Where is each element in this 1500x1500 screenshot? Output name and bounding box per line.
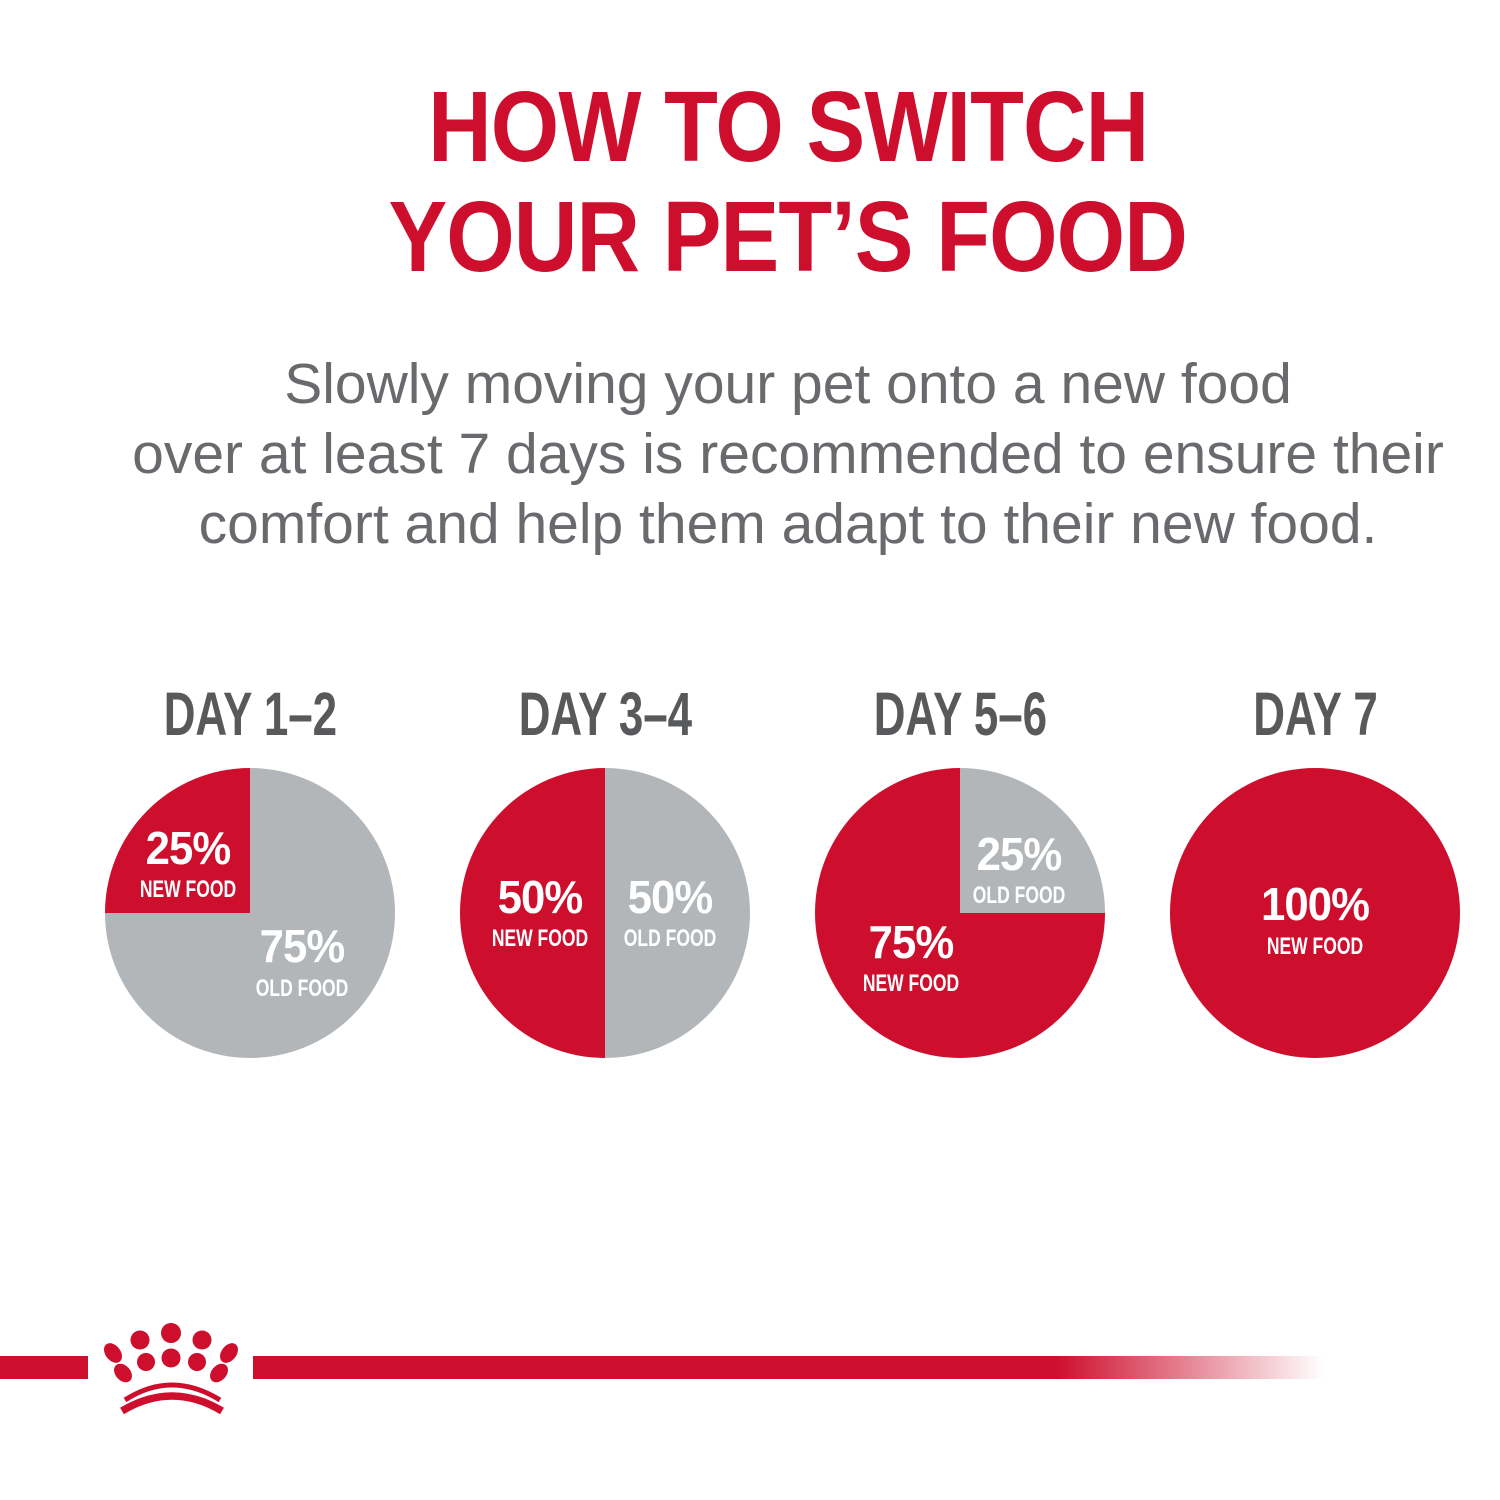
slice-label-new-food: 100% NEW FOOD	[1249, 880, 1381, 960]
day-label: DAY 1–2	[163, 680, 337, 748]
slice-label-new-food: 50% NEW FOOD	[474, 873, 606, 953]
slice-label-old-food: 50% OLD FOOD	[607, 873, 734, 953]
slice-label-new-food: 25% NEW FOOD	[122, 824, 254, 904]
slice-percent: 75%	[868, 916, 954, 969]
intro-line-3: comfort and help them adapt to their new…	[198, 492, 1378, 556]
slice-percent: 25%	[977, 827, 1063, 880]
pie-chart-day-7: 100% NEW FOOD	[1170, 768, 1460, 1058]
slice-food-type: NEW FOOD	[862, 970, 959, 998]
slice-food-type: OLD FOOD	[973, 881, 1066, 909]
slice-food-type: NEW FOOD	[1266, 932, 1364, 960]
slice-percent: 100%	[1261, 878, 1370, 931]
pie-column-day-1-2: DAY 1–2 25% NEW FOOD 75% OLD FOOD	[105, 682, 395, 1058]
day-label: DAY 3–4	[518, 680, 692, 748]
day-label: DAY 7	[1252, 680, 1378, 748]
pie-chart-day-5-6: 75% NEW FOOD 25% OLD FOOD	[815, 768, 1105, 1058]
slice-food-type: OLD FOOD	[624, 925, 717, 953]
red-bar-right-segment	[253, 1356, 1323, 1379]
slice-label-new-food: 75% NEW FOOD	[845, 918, 977, 998]
intro-line-1: Slowly moving your pet onto a new food	[284, 352, 1292, 416]
intro-text: Slowly moving your pet onto a new food o…	[76, 349, 1500, 559]
slice-percent: 75%	[259, 920, 346, 973]
pie-column-day-3-4: DAY 3–4 50% NEW FOOD 50% OLD FOOD	[460, 682, 750, 1058]
slice-percent: 25%	[145, 821, 231, 874]
slice-label-old-food: 25% OLD FOOD	[956, 827, 1083, 910]
slice-percent: 50%	[497, 871, 583, 924]
crown-paw-icon	[104, 1323, 238, 1415]
page-title: HOW TO SWITCH YOUR PET’S FOOD	[76, 72, 1500, 292]
day-label: DAY 5–6	[873, 680, 1047, 748]
slice-label-old-food: 75% OLD FOOD	[239, 922, 366, 1002]
title-line-1: HOW TO SWITCH	[427, 71, 1149, 183]
intro-line-2: over at least 7 days is recommended to e…	[132, 422, 1444, 486]
pie-chart-day-1-2: 25% NEW FOOD 75% OLD FOOD	[105, 768, 395, 1058]
red-bar-left-segment	[0, 1356, 88, 1379]
slice-percent: 50%	[627, 871, 714, 924]
slice-food-type: NEW FOOD	[491, 925, 588, 953]
pie-column-day-7: DAY 7 100% NEW FOOD	[1170, 682, 1460, 1058]
slice-food-type: NEW FOOD	[139, 876, 236, 904]
slice-food-type: OLD FOOD	[255, 974, 349, 1002]
title-line-2: YOUR PET’S FOOD	[388, 181, 1188, 293]
pie-chart-day-3-4: 50% NEW FOOD 50% OLD FOOD	[460, 768, 750, 1058]
pie-column-day-5-6: DAY 5–6 75% NEW FOOD 25% OLD FOOD	[815, 682, 1105, 1058]
